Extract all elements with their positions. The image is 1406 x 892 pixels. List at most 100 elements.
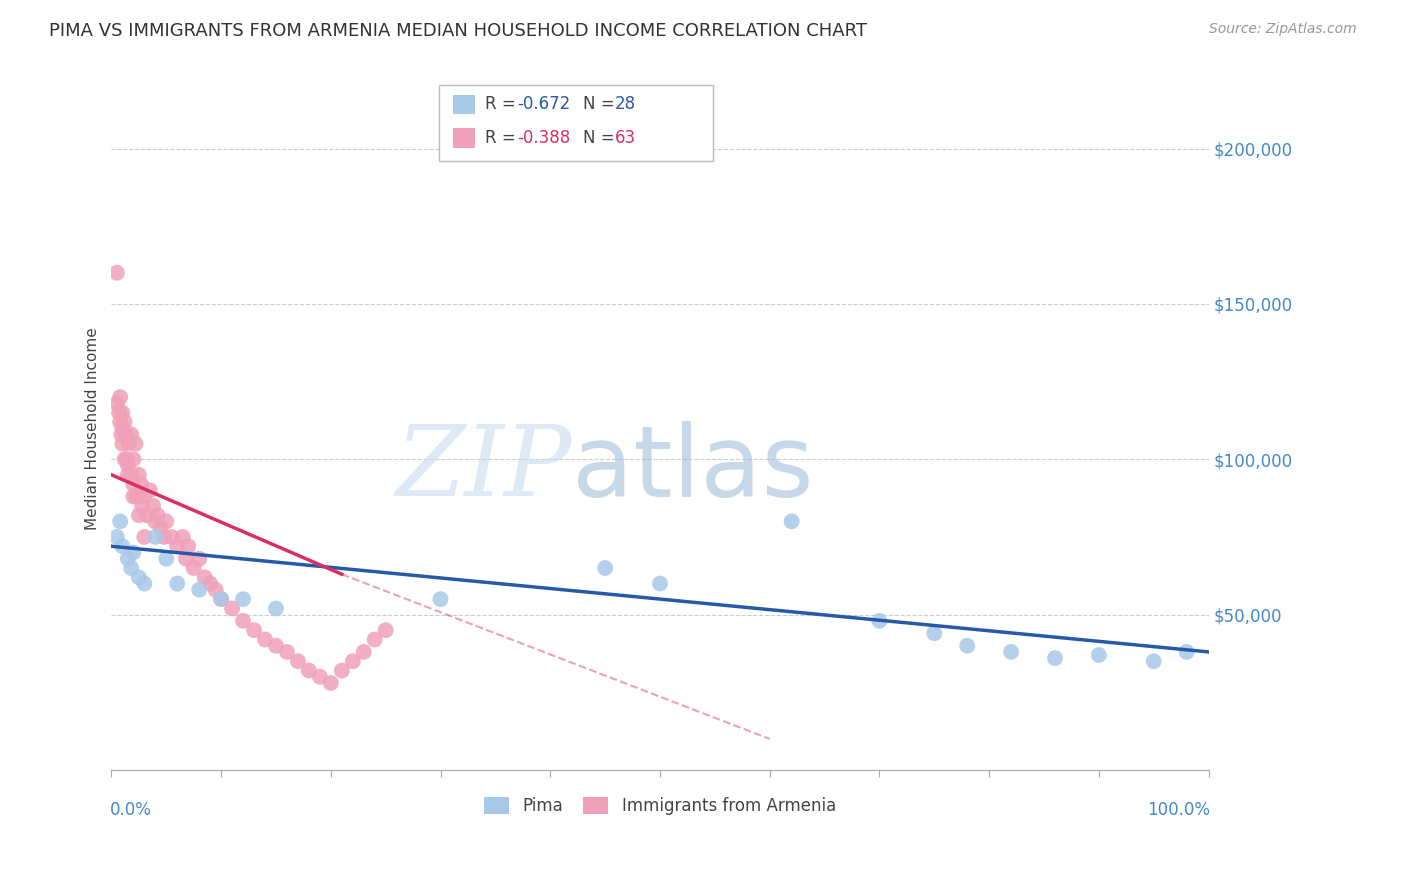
Point <box>122 545 145 559</box>
Point <box>364 632 387 647</box>
Point <box>128 467 150 482</box>
Point <box>149 520 172 534</box>
Point <box>111 421 134 435</box>
Text: ZIP: ZIP <box>396 422 572 516</box>
Point <box>120 467 142 482</box>
Point <box>232 614 254 628</box>
Point <box>183 561 205 575</box>
Point <box>153 530 176 544</box>
Point <box>105 266 128 280</box>
Point <box>128 570 150 584</box>
Point <box>117 458 139 473</box>
Point <box>117 467 139 482</box>
Point <box>139 483 162 498</box>
Point <box>143 530 166 544</box>
Point <box>924 626 946 640</box>
Text: atlas: atlas <box>572 421 814 517</box>
Point <box>135 508 157 523</box>
Point <box>221 601 243 615</box>
Text: N =: N = <box>583 95 620 113</box>
Point <box>134 490 156 504</box>
Point <box>114 427 136 442</box>
Text: R =: R = <box>485 129 522 147</box>
Point <box>264 639 287 653</box>
Point <box>160 530 183 544</box>
Text: 63: 63 <box>614 129 636 147</box>
Text: 28: 28 <box>614 95 636 113</box>
Point <box>648 576 671 591</box>
Point <box>108 415 131 429</box>
Point <box>188 551 211 566</box>
Point <box>593 561 616 575</box>
Point <box>188 582 211 597</box>
Point <box>264 601 287 615</box>
Point <box>129 477 152 491</box>
Point <box>956 639 979 653</box>
Point <box>122 490 145 504</box>
Text: -0.672: -0.672 <box>517 95 571 113</box>
Point <box>166 576 188 591</box>
Point <box>780 515 803 529</box>
Point <box>177 539 200 553</box>
Point <box>330 664 353 678</box>
Point <box>172 530 194 544</box>
Point <box>342 654 364 668</box>
Text: N =: N = <box>583 129 620 147</box>
Point <box>111 539 134 553</box>
Y-axis label: Median Household Income: Median Household Income <box>86 326 100 530</box>
Point <box>118 436 141 450</box>
Text: -0.388: -0.388 <box>517 129 571 147</box>
Point <box>209 592 232 607</box>
Point <box>134 530 156 544</box>
Point <box>287 654 309 668</box>
Point <box>1143 654 1166 668</box>
Point <box>122 452 145 467</box>
Point <box>298 664 321 678</box>
Point <box>108 406 131 420</box>
Point <box>868 614 890 628</box>
Point <box>105 530 128 544</box>
Point <box>111 406 134 420</box>
Point <box>155 515 177 529</box>
Text: PIMA VS IMMIGRANTS FROM ARMENIA MEDIAN HOUSEHOLD INCOME CORRELATION CHART: PIMA VS IMMIGRANTS FROM ARMENIA MEDIAN H… <box>49 22 868 40</box>
Point <box>253 632 276 647</box>
Point <box>1175 645 1198 659</box>
Text: Source: ZipAtlas.com: Source: ZipAtlas.com <box>1209 22 1357 37</box>
Point <box>1000 645 1022 659</box>
Point <box>122 477 145 491</box>
Point <box>429 592 451 607</box>
Point <box>232 592 254 607</box>
Point <box>114 452 136 467</box>
Point <box>146 508 169 523</box>
Point <box>166 539 188 553</box>
Point <box>353 645 375 659</box>
Point <box>1043 651 1066 665</box>
Point <box>155 551 177 566</box>
Point <box>142 499 165 513</box>
Text: 100.0%: 100.0% <box>1147 801 1209 819</box>
Point <box>309 670 332 684</box>
Point <box>209 592 232 607</box>
Point <box>198 576 221 591</box>
Point <box>1088 648 1111 662</box>
Point <box>174 551 197 566</box>
Point <box>143 515 166 529</box>
Point <box>120 427 142 442</box>
Point <box>114 415 136 429</box>
Point <box>108 390 131 404</box>
Point <box>110 427 132 442</box>
Point <box>276 645 298 659</box>
Point <box>128 508 150 523</box>
Point <box>243 623 266 637</box>
Point <box>105 396 128 410</box>
Point <box>194 570 217 584</box>
Point <box>120 561 142 575</box>
Point <box>108 515 131 529</box>
Point <box>374 623 396 637</box>
Point <box>131 499 153 513</box>
Legend: Pima, Immigrants from Armenia: Pima, Immigrants from Armenia <box>475 789 844 823</box>
Point <box>134 576 156 591</box>
Point <box>117 551 139 566</box>
Text: R =: R = <box>485 95 522 113</box>
Point <box>124 436 146 450</box>
